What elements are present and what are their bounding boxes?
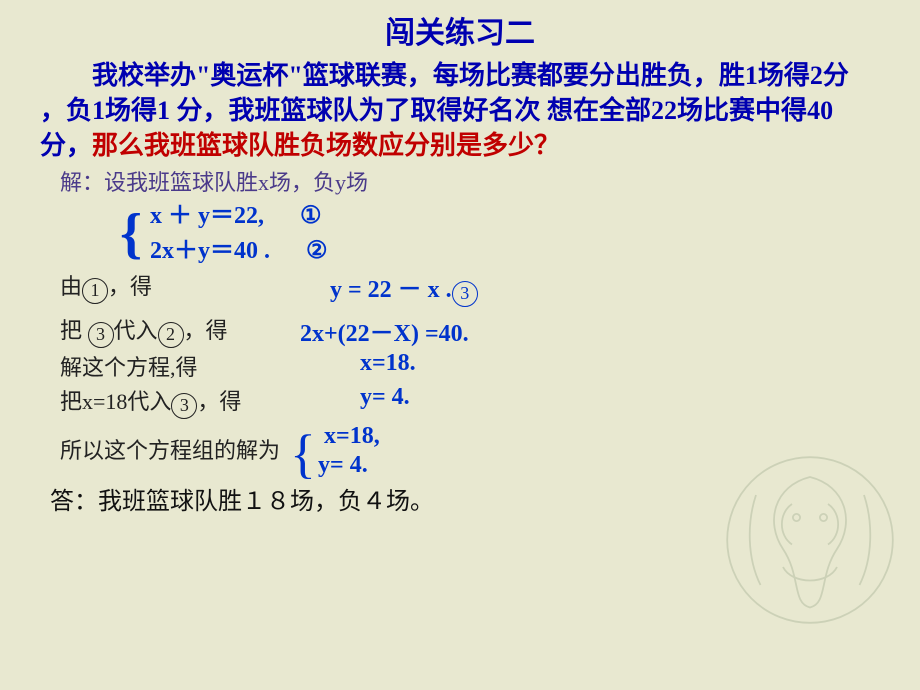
n1: 1 [745, 61, 758, 90]
eq1-body: x ＋ y＝22, [150, 203, 264, 229]
eq2-body: 2x＋y＝40 . [150, 238, 270, 264]
step-1: 由1，得 y = 22 － x .3 [60, 269, 880, 307]
eq2-num: ② [306, 238, 328, 264]
t4: 场得 [105, 96, 157, 125]
circled-3b-icon: 3 [88, 322, 114, 348]
step1-label: 由1，得 [60, 269, 330, 307]
s2b: 代入 [114, 318, 158, 343]
t5: 分，我班篮球队为了取得好名次 想在全部 [170, 96, 651, 125]
final-eq1: x=18, [324, 423, 380, 449]
t7: 分， [40, 131, 92, 160]
s4a: 把x=18代入 [60, 389, 171, 414]
step2-expr: 2x+(22－X) =40. [330, 313, 880, 348]
step3-expr: x=18. [330, 350, 880, 382]
solution-intro: 解：设我班篮球队胜x场，负y场 [60, 165, 880, 197]
final-solution: 所以这个方程组的解为 { x=18, y= 4. [60, 423, 880, 479]
n6: 40 [807, 96, 833, 125]
final-eq2: y= 4. [318, 452, 368, 478]
problem-text: 我校举办"奥运杯"篮球联赛，每场比赛都要分出胜负，胜 [92, 61, 745, 90]
s2e: 2x+(22－X) =40. [300, 321, 469, 347]
equation-1: x ＋ y＝22, ① [150, 199, 880, 234]
circled-3c-icon: 3 [171, 393, 197, 419]
n4: 1 [157, 96, 170, 125]
step1-expr: y = 22 － x .3 [330, 269, 880, 307]
n5: 22 [651, 96, 677, 125]
s4e: y= 4. [360, 384, 410, 410]
n3: 1 [92, 96, 105, 125]
s1b: ，得 [108, 274, 152, 299]
slide-content: 闯关练习二 我校举办"奥运杯"篮球联赛，每场比赛都要分出胜负，胜1场得2分 ，负… [0, 0, 920, 516]
step4-expr: y= 4. [330, 384, 880, 419]
s1e: y = 22 － x . [330, 277, 452, 303]
step-2: 把 3代入2，得 2x+(22－X) =40. [60, 313, 880, 348]
page-title: 闯关练习二 [40, 8, 880, 52]
s2c: ，得 [184, 318, 228, 343]
equation-2: 2x＋y＝40 . ② [150, 234, 880, 269]
step-3: 解这个方程,得 x=18. [60, 350, 880, 382]
t2: 场得 [758, 61, 810, 90]
step-4: 把x=18代入3，得 y= 4. [60, 384, 880, 419]
s2a: 把 [60, 318, 88, 343]
final-brace-icon: { [290, 421, 316, 487]
eq1-num: ① [300, 203, 322, 229]
s1a: 由 [60, 274, 82, 299]
problem-statement: 我校举办"奥运杯"篮球联赛，每场比赛都要分出胜负，胜1场得2分 ，负1场得1 分… [40, 58, 880, 163]
circled-3-icon: 3 [452, 281, 478, 307]
equation-system: { x ＋ y＝22, ① 2x＋y＝40 . ② [120, 199, 880, 269]
circled-2-icon: 2 [158, 322, 184, 348]
step4-label: 把x=18代入3，得 [60, 384, 330, 419]
t6: 场比赛中得 [677, 96, 807, 125]
step2-label: 把 3代入2，得 [60, 313, 330, 348]
final-label: 所以这个方程组的解为 [60, 433, 280, 489]
s4b: ，得 [197, 389, 241, 414]
final-system: { x=18, y= 4. [290, 423, 380, 479]
n2: 2 [810, 61, 823, 90]
step3-label: 解这个方程,得 [60, 350, 330, 382]
left-brace-icon: { [120, 199, 142, 269]
problem-question: 那么我班篮球队胜负场数应分别是多少？ [92, 131, 560, 160]
circled-1-icon: 1 [82, 278, 108, 304]
s3e: x=18. [360, 350, 416, 376]
